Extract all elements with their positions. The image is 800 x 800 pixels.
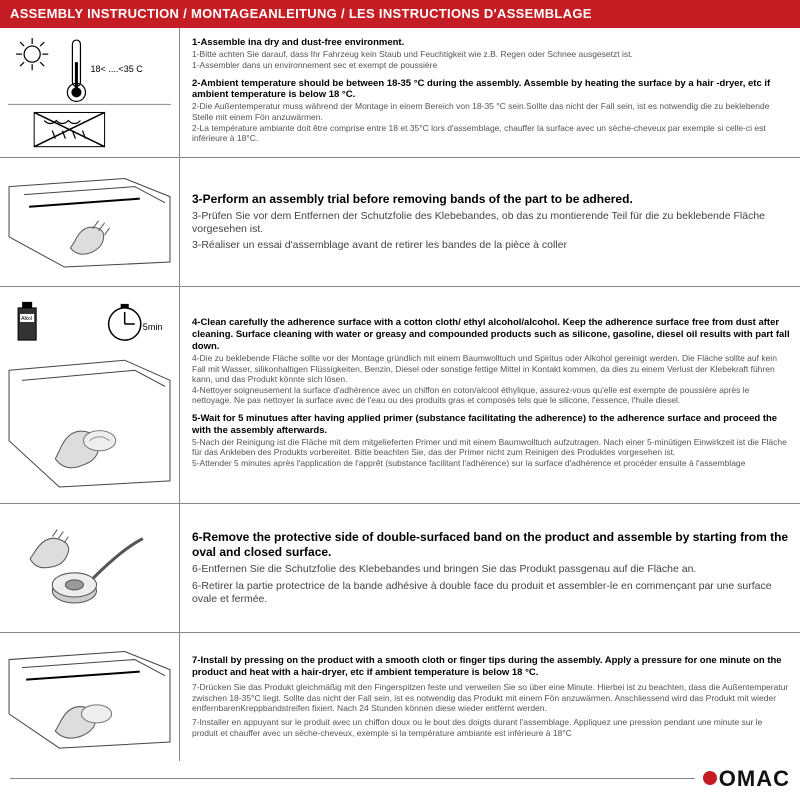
brand-logo: OMAC <box>719 765 790 793</box>
step3-fr: 3-Réaliser un essai d'assemblage avant d… <box>192 239 790 252</box>
table-row: 18< ....<35 C 1-Assemble ina dry and dus… <box>0 28 800 158</box>
step6-fr: 6-Retirer la partie protectrice de la ba… <box>192 580 790 606</box>
step7-de: 7-Drücken Sie das Produkt gleichmäßig mi… <box>192 682 790 714</box>
step6-illustration <box>0 504 180 632</box>
step4-fr: 4-Nettoyer soigneusement la surface d'ad… <box>192 385 790 406</box>
step4-illustration: Alkol 5min <box>0 287 180 504</box>
step1-text: 1-Assemble ina dry and dust-free environ… <box>180 28 800 157</box>
step3-illustration <box>0 158 180 286</box>
step1-fr: 1-Assembler dans un environnement sec et… <box>192 60 790 71</box>
step4-de: 4-Die zu beklebende Fläche sollte vor de… <box>192 353 790 385</box>
step6-de: 6-Entfernen Sie die Schutzfolie des Kleb… <box>192 563 790 576</box>
step1-illustration: 18< ....<35 C <box>0 28 180 157</box>
step7-illustration <box>0 633 180 761</box>
step3-lead: 3-Perform an assembly trial before remov… <box>192 192 790 207</box>
step2-lead: 2-Ambient temperature should be between … <box>192 78 790 102</box>
svg-text:18< ....<35 C: 18< ....<35 C <box>91 64 144 74</box>
brand-dot-icon <box>703 771 717 785</box>
step1-de: 1-Bitte achten Sie darauf, dass Ihr Fahr… <box>192 49 790 60</box>
step2-de: 2-Die Außentemperatur muss während der M… <box>192 101 790 122</box>
svg-text:5min: 5min <box>143 322 163 332</box>
table-row: 6-Remove the protective side of double-s… <box>0 504 800 633</box>
svg-text:Alkol: Alkol <box>21 316 32 322</box>
step3-de: 3-Prüfen Sie vor dem Entfernen der Schut… <box>192 210 790 236</box>
footer: OMAC <box>0 761 800 800</box>
step5-lead: 5-Wait for 5 minutues after having appli… <box>192 413 790 437</box>
table-row: 3-Perform an assembly trial before remov… <box>0 158 800 287</box>
step5-de: 5-Nach der Reinigung ist die Fläche mit … <box>192 437 790 458</box>
step6-lead: 6-Remove the protective side of double-s… <box>192 530 790 560</box>
instruction-table: 18< ....<35 C 1-Assemble ina dry and dus… <box>0 28 800 760</box>
step7-fr: 7-Installer en appuyant sur le produit a… <box>192 717 790 738</box>
step2-fr: 2-La température ambiante doit être comp… <box>192 123 790 144</box>
table-row: Alkol 5min 4-Clean carefully the adheren… <box>0 287 800 505</box>
step6-text: 6-Remove the protective side of double-s… <box>180 504 800 632</box>
step5-fr: 5-Attender 5 minutes après l'application… <box>192 458 790 469</box>
step4-text: 4-Clean carefully the adherence surface … <box>180 287 800 504</box>
step7-text: 7-Install by pressing on the product wit… <box>180 633 800 761</box>
step4-lead: 4-Clean carefully the adherence surface … <box>192 317 790 353</box>
step7-lead: 7-Install by pressing on the product wit… <box>192 655 790 679</box>
table-row: 7-Install by pressing on the product wit… <box>0 633 800 761</box>
step3-text: 3-Perform an assembly trial before remov… <box>180 158 800 286</box>
page-title: ASSEMBLY INSTRUCTION / MONTAGEANLEITUNG … <box>0 0 800 28</box>
footer-divider <box>10 778 695 779</box>
step1-lead: 1-Assemble ina dry and dust-free environ… <box>192 37 790 49</box>
